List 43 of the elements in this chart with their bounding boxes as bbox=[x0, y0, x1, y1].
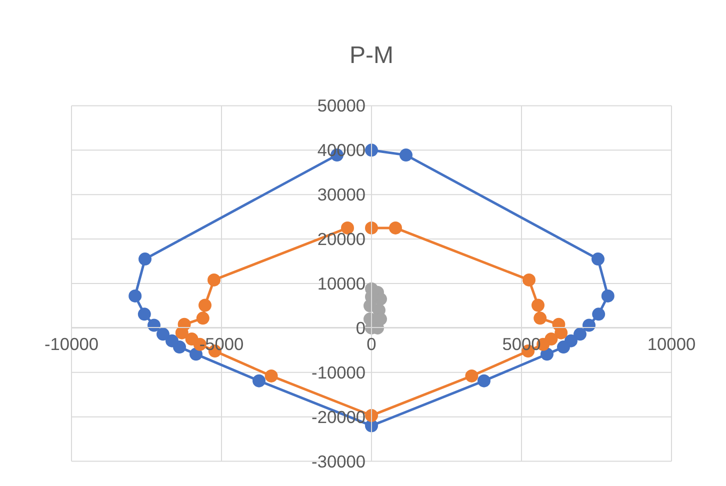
point bbox=[365, 409, 378, 422]
point bbox=[365, 144, 378, 157]
y-tick-label: 0 bbox=[356, 318, 366, 338]
point bbox=[540, 348, 554, 361]
point bbox=[582, 318, 596, 332]
point bbox=[252, 374, 266, 388]
point bbox=[574, 328, 586, 341]
point bbox=[532, 298, 544, 312]
point bbox=[557, 340, 570, 354]
point bbox=[389, 221, 402, 234]
y-tick-label: 10000 bbox=[317, 274, 366, 294]
point bbox=[365, 221, 378, 234]
point bbox=[166, 334, 178, 348]
point bbox=[156, 328, 170, 341]
point bbox=[592, 252, 604, 266]
y-tick-label: 50000 bbox=[317, 96, 366, 116]
point bbox=[592, 308, 606, 321]
point bbox=[478, 374, 490, 388]
point bbox=[522, 273, 536, 286]
point bbox=[208, 273, 220, 286]
point bbox=[128, 289, 142, 302]
point bbox=[198, 298, 212, 312]
y-tick-label: 40000 bbox=[317, 140, 366, 160]
point bbox=[400, 148, 412, 162]
point bbox=[601, 289, 614, 302]
point bbox=[196, 312, 210, 325]
point bbox=[264, 369, 278, 382]
y-tick-label: -30000 bbox=[312, 451, 366, 472]
point bbox=[185, 332, 198, 346]
y-tick-label: 20000 bbox=[317, 229, 366, 250]
point bbox=[138, 252, 152, 266]
point bbox=[148, 318, 160, 332]
chart-title: P-M bbox=[350, 42, 394, 69]
point bbox=[554, 326, 568, 340]
point bbox=[178, 318, 191, 331]
point bbox=[534, 312, 547, 325]
point bbox=[465, 369, 478, 382]
x-tick-label: 10000 bbox=[647, 334, 696, 354]
y-tick-label: 30000 bbox=[317, 184, 366, 205]
point bbox=[364, 312, 376, 326]
y-tick-label: -10000 bbox=[312, 362, 366, 382]
x-tick-label: -10000 bbox=[44, 334, 98, 354]
point bbox=[138, 308, 151, 321]
